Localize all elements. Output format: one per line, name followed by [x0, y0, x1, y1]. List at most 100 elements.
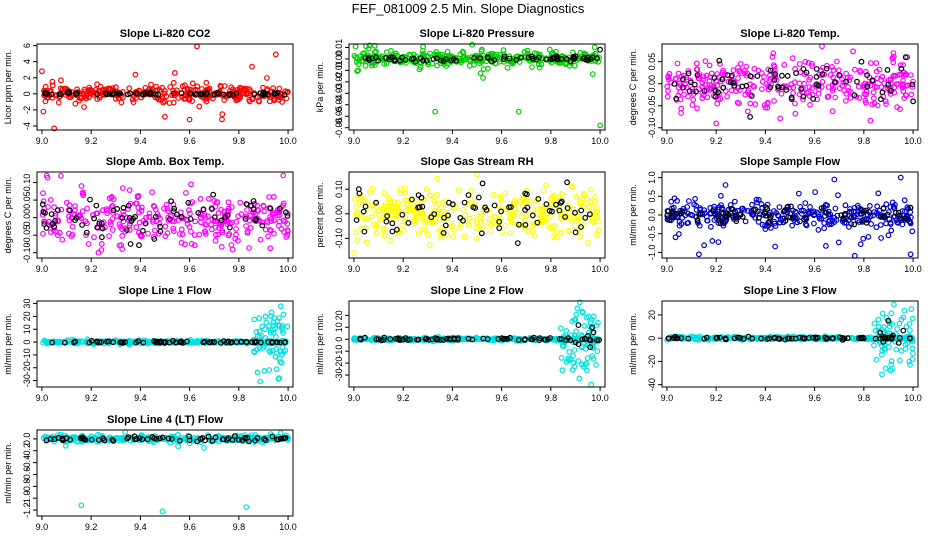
data-point: [513, 208, 519, 215]
data-point: [879, 89, 886, 96]
data-point: [546, 207, 553, 214]
data-point: [572, 332, 579, 339]
data-point: [369, 185, 376, 192]
data-point: [55, 99, 62, 106]
data-point: [900, 327, 907, 334]
data-point: [105, 85, 112, 92]
data-point: [132, 436, 139, 443]
data-point: [83, 229, 90, 236]
data-point: [559, 367, 566, 374]
data-point: [79, 222, 85, 228]
data-point: [94, 91, 101, 98]
y-tick-label: -0.5: [647, 226, 657, 242]
x-tick-label: 9.8: [233, 136, 246, 146]
data-point: [851, 92, 858, 99]
data-point: [860, 235, 867, 242]
data-point: [267, 226, 273, 233]
data-point: [278, 360, 285, 366]
data-point: [828, 220, 835, 227]
data-point: [819, 43, 825, 50]
data-point: [902, 341, 909, 348]
data-points: [40, 303, 291, 385]
x-tick-label: 10.0: [904, 136, 922, 146]
data-point: [759, 86, 765, 92]
y-tick-label: -30: [334, 369, 344, 382]
data-point: [835, 67, 842, 74]
data-point: [790, 90, 796, 96]
y-axis-label: degrees C per min.: [3, 177, 13, 254]
data-point: [78, 183, 85, 189]
data-point: [895, 209, 902, 216]
data-point: [675, 70, 682, 77]
data-point: [228, 242, 235, 248]
y-tick-label: -0.2: [22, 443, 32, 459]
data-point: [719, 76, 726, 83]
data-point: [235, 437, 242, 443]
data-point: [91, 215, 97, 222]
data-point: [43, 437, 50, 444]
y-tick-label: -0.04: [334, 95, 344, 116]
data-point: [874, 102, 881, 109]
data-point: [701, 242, 707, 249]
y-tick-label: 0.00: [647, 75, 657, 93]
data-point: [462, 212, 469, 219]
data-point: [737, 211, 744, 218]
data-point: [361, 216, 368, 222]
data-point: [123, 227, 130, 233]
data-point: [700, 73, 707, 80]
data-point: [689, 102, 696, 108]
data-point: [890, 50, 897, 56]
data-point: [857, 241, 864, 248]
data-point: [279, 351, 285, 358]
data-point: [176, 437, 183, 444]
data-point: [423, 58, 430, 64]
data-point: [277, 435, 284, 442]
data-point: [83, 232, 89, 239]
data-point: [156, 220, 163, 227]
data-point: [731, 335, 738, 342]
data-points: [664, 43, 916, 127]
data-point: [530, 206, 537, 213]
data-point: [498, 208, 505, 215]
data-point: [211, 91, 218, 98]
data-point: [883, 101, 889, 107]
data-point: [666, 217, 673, 224]
chart-panel: Slope Line 4 (LT) Flow ml/min per min. 9.0…: [3, 414, 297, 532]
data-point: [171, 205, 178, 212]
data-point: [901, 197, 908, 204]
data-point: [572, 317, 579, 323]
data-point: [586, 204, 593, 211]
data-point: [781, 208, 788, 215]
data-point: [110, 438, 117, 444]
data-point: [500, 56, 507, 62]
data-point: [58, 172, 64, 179]
data-point: [856, 94, 863, 101]
x-tick-label: 9.2: [85, 522, 98, 532]
chart-title: Slope Line 1 Flow: [119, 285, 212, 297]
data-point: [668, 198, 675, 205]
data-point: [558, 336, 565, 343]
data-point: [803, 69, 810, 76]
data-point: [280, 311, 287, 318]
y-tick-label: 10: [334, 322, 344, 332]
chart-title: Slope Li-820 Pressure: [420, 28, 535, 40]
data-point: [265, 233, 272, 240]
x-tick-label: 9.4: [134, 393, 147, 403]
data-point: [723, 336, 729, 343]
data-point: [278, 225, 285, 232]
data-point: [783, 87, 790, 93]
x-tick-label: 9.6: [808, 136, 821, 146]
x-tick-label: 9.2: [710, 136, 723, 146]
data-point: [529, 212, 536, 219]
data-point: [752, 214, 759, 221]
data-point: [207, 339, 214, 346]
data-point: [405, 204, 412, 211]
data-point: [186, 437, 193, 444]
data-point: [151, 435, 158, 442]
data-point: [827, 72, 834, 78]
data-point: [84, 220, 90, 227]
data-point: [888, 310, 895, 317]
data-point: [491, 57, 498, 63]
data-point: [132, 71, 139, 78]
data-point: [581, 54, 588, 61]
